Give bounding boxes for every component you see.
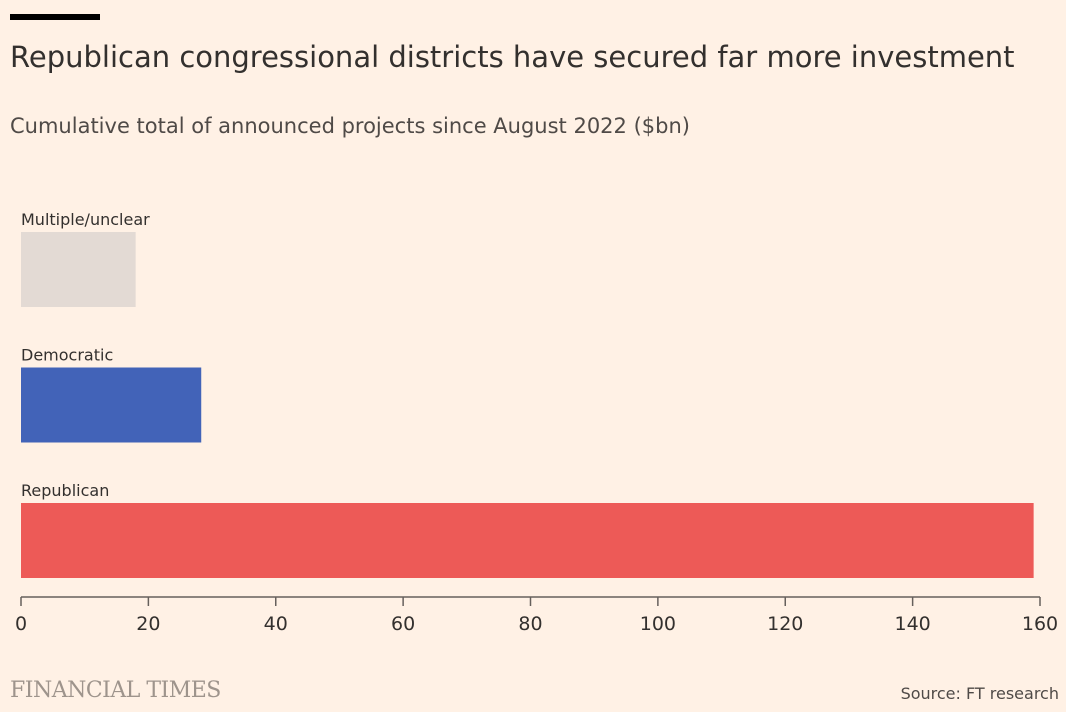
- bar: [21, 503, 1034, 578]
- bar: [21, 367, 202, 443]
- x-tick-label: 20: [136, 613, 160, 635]
- bar-label: Republican: [21, 481, 109, 500]
- x-tick-label: 120: [767, 613, 803, 635]
- bar-label: Democratic: [21, 346, 113, 365]
- ft-logo: FINANCIAL TIMES: [10, 678, 221, 703]
- x-tick-label: 0: [15, 613, 27, 635]
- x-tick-label: 80: [518, 613, 542, 635]
- top-rule: [10, 14, 100, 20]
- chart-title: Republican congressional districts have …: [10, 40, 1015, 74]
- x-tick-label: 100: [640, 613, 676, 635]
- x-tick-label: 60: [391, 613, 415, 635]
- x-tick-label: 140: [894, 613, 930, 635]
- bar: [21, 232, 136, 307]
- chart-subtitle: Cumulative total of announced projects s…: [10, 114, 690, 138]
- x-tick-label: 160: [1022, 613, 1058, 635]
- bar-label: Multiple/unclear: [21, 210, 150, 229]
- source-note: Source: FT research: [900, 684, 1059, 703]
- x-tick-label: 40: [264, 613, 288, 635]
